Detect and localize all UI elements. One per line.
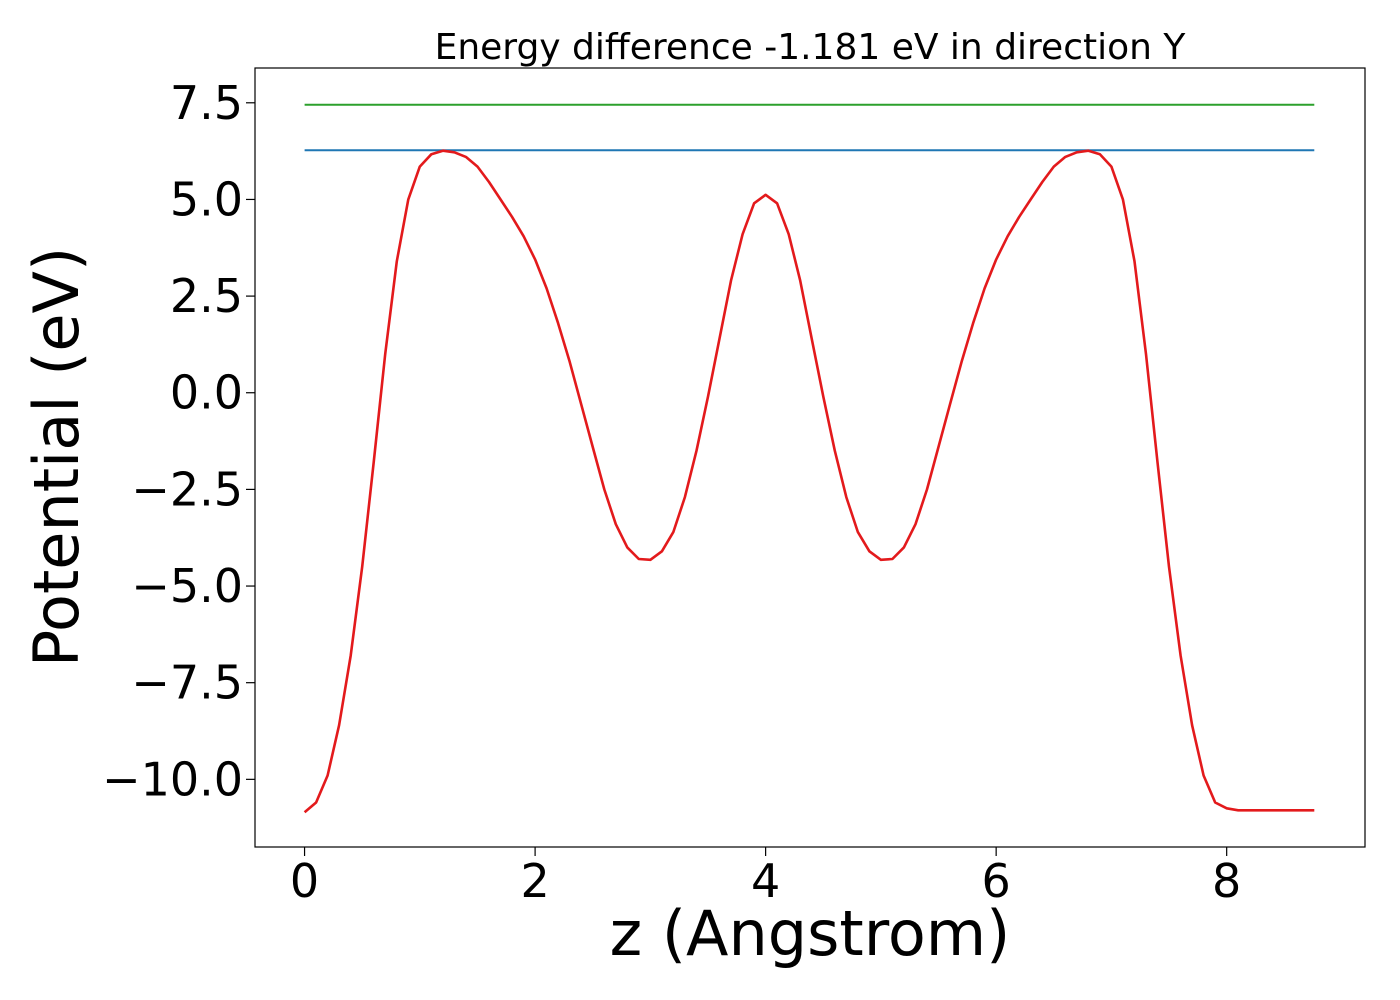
- y-tick-label: −10.0: [102, 752, 243, 806]
- x-tick-label: 2: [520, 854, 549, 908]
- plot-area: [254, 67, 1366, 848]
- y-tick-label: −2.5: [131, 462, 243, 516]
- y-tick-label: −5.0: [131, 559, 243, 613]
- y-tick-label: −7.5: [131, 656, 243, 710]
- y-axis: −10.0 −7.5 −5.0 −2.5 0.0 2.5 5.0 7.5: [102, 76, 255, 806]
- y-tick-label: 2.5: [170, 269, 243, 323]
- y-tick-label: 7.5: [170, 76, 243, 130]
- chart-title: Energy difference -1.181 eV in direction…: [435, 27, 1187, 68]
- y-axis-label: Potential (eV): [20, 247, 93, 667]
- x-axis: 0 2 4 6 8: [290, 847, 1241, 908]
- y-tick-label: 5.0: [170, 172, 243, 226]
- x-tick-label: 8: [1212, 854, 1241, 908]
- y-tick-label: 0.0: [170, 366, 243, 420]
- potential-curve: [303, 149, 1315, 814]
- series-layer: [303, 103, 1315, 814]
- x-tick-label: 6: [982, 854, 1011, 908]
- x-tick-label: 0: [290, 854, 319, 908]
- x-tick-label: 4: [751, 854, 780, 908]
- x-axis-label: z (Angstrom): [610, 897, 1011, 970]
